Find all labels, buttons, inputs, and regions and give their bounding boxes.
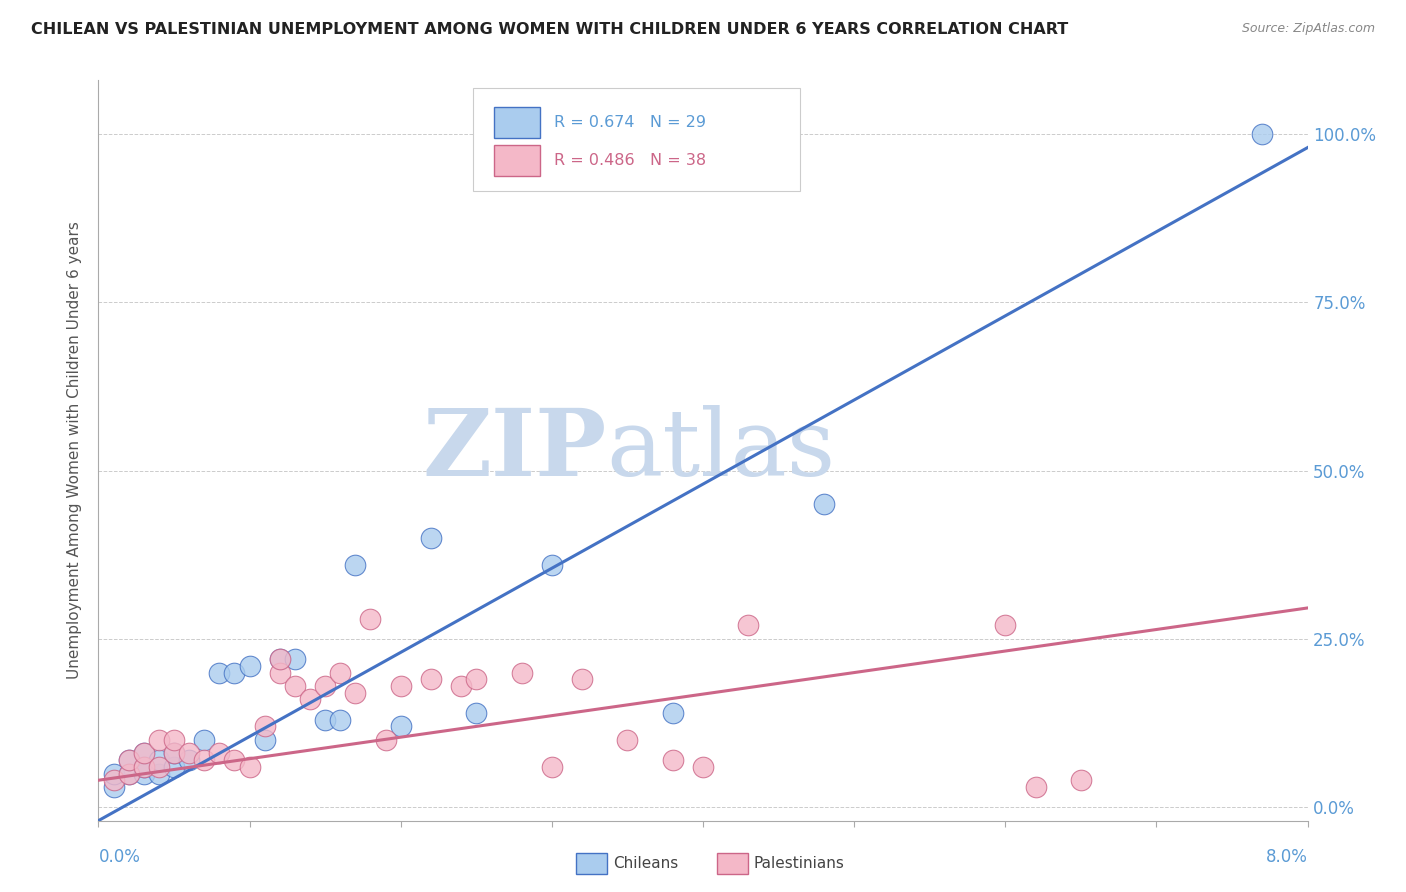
Point [284,679,307,693]
Point [269,652,291,666]
Point [661,753,683,767]
Point [103,780,125,794]
Point [344,686,367,700]
Point [103,766,125,780]
Point [179,753,201,767]
Point [692,760,714,774]
Point [465,706,488,720]
Point [269,665,291,680]
Point [132,766,155,780]
Y-axis label: Unemployment Among Women with Children Under 6 years: Unemployment Among Women with Children U… [67,221,83,680]
Point [148,732,170,747]
Point [224,665,246,680]
Point [253,719,276,733]
Point [329,665,352,680]
Point [737,618,759,632]
Point [148,760,170,774]
Text: 0.0%: 0.0% [98,847,141,865]
Text: CHILEAN VS PALESTINIAN UNEMPLOYMENT AMONG WOMEN WITH CHILDREN UNDER 6 YEARS CORR: CHILEAN VS PALESTINIAN UNEMPLOYMENT AMON… [31,22,1069,37]
Point [239,658,262,673]
Point [1251,127,1274,141]
Point [284,652,307,666]
Point [510,665,533,680]
Point [132,747,155,761]
Point [813,497,835,511]
Point [193,753,215,767]
FancyBboxPatch shape [474,87,800,191]
Point [118,766,141,780]
Point [132,747,155,761]
Point [132,760,155,774]
Text: atlas: atlas [606,406,835,495]
Point [208,665,231,680]
Point [103,773,125,788]
Point [465,673,488,687]
Point [329,713,352,727]
Point [163,747,186,761]
Point [148,766,170,780]
Text: R = 0.486   N = 38: R = 0.486 N = 38 [554,153,706,169]
Text: Source: ZipAtlas.com: Source: ZipAtlas.com [1241,22,1375,36]
Text: R = 0.674   N = 29: R = 0.674 N = 29 [554,115,706,129]
Point [314,713,336,727]
Text: ZIP: ZIP [422,406,606,495]
Point [239,760,262,774]
Point [571,673,593,687]
Point [118,766,141,780]
Point [314,679,336,693]
Point [994,618,1017,632]
Point [1070,773,1092,788]
Point [163,760,186,774]
Point [208,747,231,761]
Point [179,747,201,761]
Point [269,652,291,666]
Point [163,747,186,761]
Point [661,706,683,720]
Point [163,732,186,747]
Point [1025,780,1047,794]
Point [420,531,443,545]
Point [540,558,562,572]
Point [299,692,322,706]
Point [148,753,170,767]
Point [118,753,141,767]
Point [360,612,382,626]
Text: Palestinians: Palestinians [754,856,845,871]
Point [374,732,396,747]
Point [344,558,367,572]
FancyBboxPatch shape [494,145,540,177]
Point [420,673,443,687]
Point [540,760,562,774]
Point [616,732,638,747]
Point [253,732,276,747]
Point [389,679,412,693]
Point [132,760,155,774]
Point [193,732,215,747]
Text: 8.0%: 8.0% [1265,847,1308,865]
Point [389,719,412,733]
Point [118,753,141,767]
FancyBboxPatch shape [494,107,540,137]
Text: Chileans: Chileans [613,856,678,871]
Point [224,753,246,767]
Point [450,679,472,693]
